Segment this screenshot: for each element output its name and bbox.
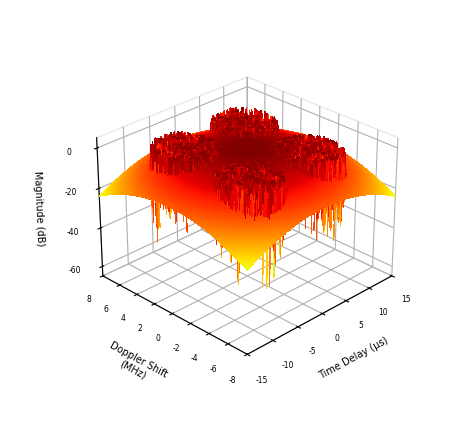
Y-axis label: Doppler Shift
(MHz): Doppler Shift (MHz) xyxy=(102,340,169,390)
X-axis label: Time Delay (μs): Time Delay (μs) xyxy=(318,335,390,381)
